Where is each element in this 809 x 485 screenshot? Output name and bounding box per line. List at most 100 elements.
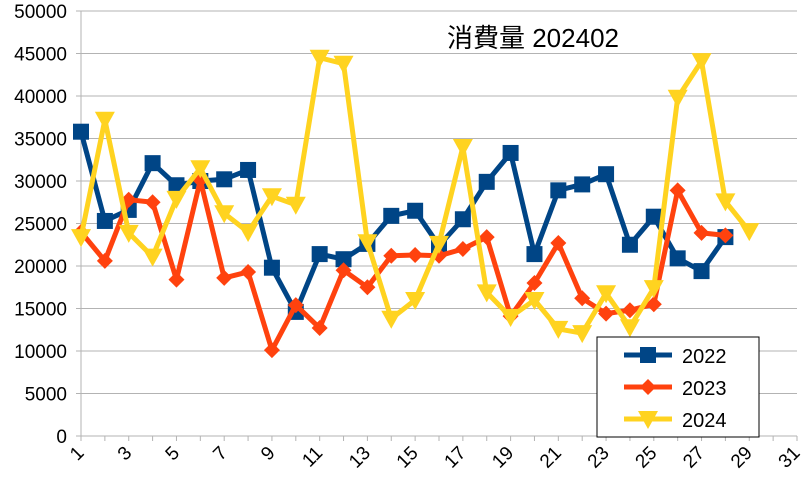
y-tick-label: 10000 <box>14 342 67 363</box>
data-point-2022 <box>407 202 424 219</box>
data-point-2024 <box>691 53 712 72</box>
x-tick-label: 19 <box>488 443 518 473</box>
data-point-2023 <box>454 241 471 257</box>
x-tick-label: 15 <box>393 443 423 473</box>
data-point-2024 <box>572 325 593 344</box>
x-tick-label: 9 <box>257 443 279 465</box>
x-tick-label: 31 <box>775 443 805 473</box>
data-point-2024 <box>715 193 736 212</box>
data-point-2023 <box>550 235 567 252</box>
data-point-2024 <box>619 319 640 338</box>
data-point-2023 <box>120 191 137 208</box>
x-tick-label: 17 <box>441 443 471 473</box>
data-point-2024 <box>309 49 330 68</box>
legend-marker-2023 <box>640 379 656 395</box>
legend: 2022 2023 2024 <box>596 336 760 438</box>
data-point-2022 <box>73 123 89 140</box>
x-tick-label: 13 <box>345 443 375 473</box>
data-point-2022 <box>693 263 710 280</box>
x-tick-label: 23 <box>584 443 614 473</box>
data-point-2024 <box>667 89 688 108</box>
y-tick-label: 20000 <box>14 257 67 278</box>
data-point-2022 <box>263 259 280 276</box>
data-point-2022 <box>669 250 686 267</box>
data-point-2022 <box>216 171 233 188</box>
data-point-2022 <box>96 212 113 229</box>
data-point-2022 <box>645 208 662 225</box>
data-point-2023 <box>693 224 710 241</box>
x-tick-label: 5 <box>162 443 184 465</box>
data-point-2024 <box>500 309 521 327</box>
y-tick-label: 50000 <box>14 2 67 23</box>
data-point-2024 <box>476 284 497 303</box>
data-point-2022 <box>598 166 615 183</box>
series-group <box>71 49 760 359</box>
legend-box <box>596 336 760 438</box>
data-point-2024 <box>214 205 235 224</box>
data-point-2022 <box>550 182 567 199</box>
data-point-2024 <box>94 111 115 130</box>
data-point-2024 <box>142 248 163 267</box>
data-point-2023 <box>287 297 304 314</box>
y-tick-label: 45000 <box>14 45 67 66</box>
data-point-2024 <box>118 224 139 243</box>
data-point-2022 <box>574 176 591 193</box>
data-point-2024 <box>166 190 187 209</box>
y-tick-label: 15000 <box>14 300 67 321</box>
data-point-2024 <box>452 139 473 157</box>
data-point-2024 <box>548 320 569 339</box>
chart-title: 消費量 202402 <box>447 23 619 53</box>
x-tick-label: 29 <box>727 443 757 473</box>
data-point-2023 <box>168 271 185 288</box>
data-point-2023 <box>311 320 328 337</box>
data-point-2022 <box>311 246 328 263</box>
data-point-2023 <box>717 227 734 244</box>
y-tick-label: 30000 <box>14 172 67 193</box>
data-point-2023 <box>144 194 161 211</box>
data-point-2024 <box>333 55 354 74</box>
data-point-2023 <box>407 246 424 263</box>
legend-marker-2022 <box>640 347 656 363</box>
data-point-2024 <box>429 235 449 254</box>
y-tick-label: 35000 <box>14 130 67 151</box>
legend-label: 2022 <box>682 346 727 368</box>
y-tick-label: 25000 <box>14 215 67 236</box>
data-point-2024 <box>524 292 545 310</box>
data-point-2024 <box>71 229 91 248</box>
y-tick-label: 5000 <box>25 385 67 406</box>
data-point-2023 <box>335 262 352 279</box>
data-point-2023 <box>263 342 280 359</box>
data-point-2022 <box>240 161 257 178</box>
x-axis-ticks: 1 3 5 7 9 11 13 15 17 19 21 23 25 27 29 31 <box>66 443 804 473</box>
series-2022 <box>73 123 734 320</box>
data-point-2023 <box>669 182 686 199</box>
data-point-2022 <box>335 251 352 268</box>
y-tick-label: 0 <box>56 427 67 448</box>
data-point-2022 <box>478 173 495 190</box>
data-point-2023 <box>359 279 376 296</box>
data-point-2023 <box>621 302 638 319</box>
x-tick-label: 21 <box>536 443 566 473</box>
data-point-2024 <box>739 223 760 242</box>
legend-marker-2024 <box>638 411 658 429</box>
x-tick-label: 1 <box>66 443 88 465</box>
x-tick-label: 27 <box>679 443 709 473</box>
y-tick-label: 40000 <box>14 87 67 108</box>
data-point-2022 <box>168 177 185 194</box>
data-point-2022 <box>454 211 471 228</box>
data-point-2024 <box>405 292 426 310</box>
data-point-2023 <box>240 263 257 280</box>
x-tick-label: 11 <box>298 443 327 472</box>
data-point-2024 <box>190 160 211 179</box>
data-point-2022 <box>621 236 638 253</box>
gridlines <box>76 10 798 441</box>
data-point-2023 <box>526 275 543 291</box>
x-tick-label: 25 <box>632 443 662 473</box>
data-point-2023 <box>96 252 113 269</box>
series-2024 <box>71 49 760 344</box>
data-point-2024 <box>596 285 617 304</box>
y-axis-ticks: 0 5000 10000 15000 20000 25000 30000 35000 40000… <box>14 2 67 448</box>
data-point-2023 <box>216 269 233 286</box>
data-point-2024 <box>238 224 259 242</box>
